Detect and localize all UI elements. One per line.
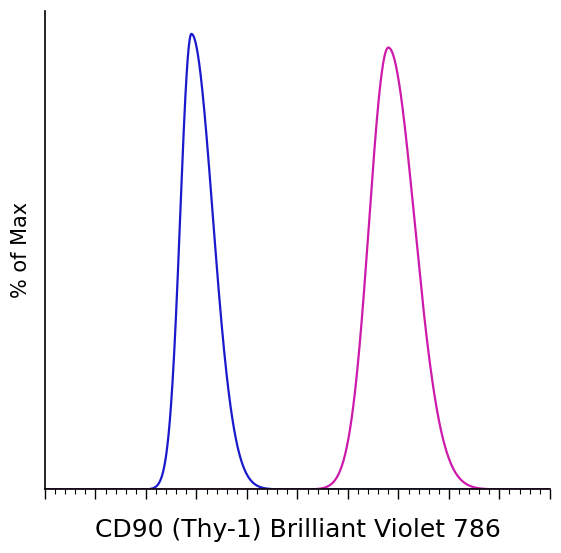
X-axis label: CD90 (Thy-1) Brilliant Violet 786: CD90 (Thy-1) Brilliant Violet 786	[94, 518, 500, 542]
Y-axis label: % of Max: % of Max	[11, 202, 31, 298]
